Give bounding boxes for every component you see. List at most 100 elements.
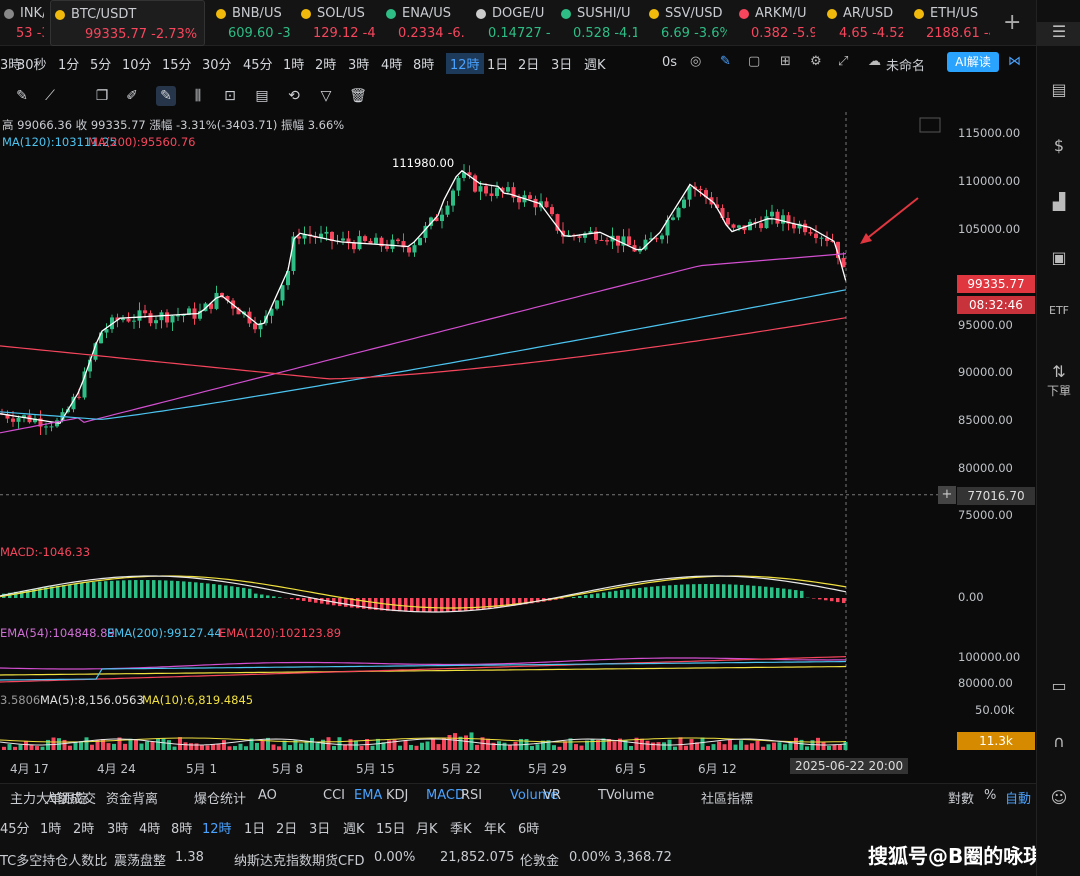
indicator-3[interactable]: 爆仓统计 [194, 792, 247, 807]
interval-10[interactable]: 週K [343, 822, 365, 837]
interval-11[interactable]: 15日 [376, 822, 406, 837]
symbol-tab-8[interactable]: ARKM/U 0.382 -5.9 [735, 0, 815, 46]
order-icon[interactable]: ⇅ [1052, 362, 1066, 381]
interval-12[interactable]: 月K [416, 822, 438, 837]
timeframe-16[interactable]: 3日 [551, 58, 573, 73]
timeframe-17[interactable]: 週K [584, 58, 606, 73]
symbol-tab-9[interactable]: AR/USD 4.65 -4.52 [823, 0, 903, 46]
symbol-tab-6[interactable]: SUSHI/U 0.528 -4.17 [557, 0, 637, 46]
timeframe-12[interactable]: 8時 [413, 58, 435, 73]
auto-toggle[interactable]: 自動 [1005, 792, 1032, 807]
interval-13[interactable]: 季K [450, 822, 472, 837]
indicator-11[interactable]: VR [543, 788, 561, 803]
indicator-1[interactable]: 大额成交 [44, 792, 97, 807]
coin-icon [4, 9, 14, 19]
timeframe-6[interactable]: 30分 [202, 58, 232, 73]
indicator-7[interactable]: KDJ [386, 788, 409, 803]
share-icon[interactable]: ⋈ [1008, 54, 1021, 69]
indicator-9[interactable]: RSI [461, 788, 483, 803]
timeframe-2[interactable]: 1分 [58, 58, 80, 73]
timeframe-8[interactable]: 1時 [283, 58, 305, 73]
ai-interpret-button[interactable]: AI解读 [947, 52, 999, 72]
interval-9[interactable]: 3日 [309, 822, 331, 837]
interval-6[interactable]: 12時 [202, 822, 232, 837]
log-scale-toggle[interactable]: 對數 [948, 792, 975, 807]
interval-14[interactable]: 年K [484, 822, 506, 837]
timeframe-9[interactable]: 2時 [315, 58, 337, 73]
timeframe-11[interactable]: 4時 [381, 58, 403, 73]
symbol-tab-4[interactable]: ENA/US 0.2334 -6.0 [382, 0, 464, 46]
macd-bar [530, 598, 534, 604]
indicator-10[interactable]: Volume [510, 788, 559, 803]
etf-icon[interactable]: ETF [1049, 304, 1069, 317]
robot-icon[interactable]: ☺ [1050, 788, 1068, 807]
symbol-tab-0[interactable]: INK/USDT 53 -3.0 [0, 0, 44, 46]
ruler-icon[interactable]: ⟋ [45, 88, 55, 104]
symbol-tab-1[interactable]: BTC/USDT 99335.77 -2.73% [50, 0, 205, 46]
indicator-0[interactable]: 主力大单跟踪 [10, 792, 89, 807]
symbol-tab-2[interactable]: BNB/US 609.60 -3.0 [212, 0, 290, 46]
indicator-13[interactable]: 社區指標 [701, 792, 754, 807]
timeframe-15[interactable]: 2日 [518, 58, 540, 73]
draw-line-icon[interactable]: ✎ [156, 86, 176, 106]
timeframe-14[interactable]: 1日 [487, 58, 509, 73]
add-tab-button[interactable]: + [1003, 10, 1022, 35]
interval-4[interactable]: 4時 [139, 822, 161, 837]
timeframe-1[interactable]: 30秒 [17, 58, 47, 73]
layout-icon[interactable]: ⊞ [780, 54, 791, 69]
filter-icon[interactable]: ▽ [320, 88, 332, 104]
gear-icon[interactable]: ⚙ [810, 54, 822, 69]
trash-icon[interactable]: 🗑 [349, 88, 367, 104]
copy-icon[interactable]: ❐ [95, 88, 109, 104]
menu-icon[interactable]: ☰ [1037, 22, 1080, 46]
document-icon[interactable]: ▤ [1051, 80, 1067, 99]
price-chart[interactable] [0, 112, 1036, 782]
timeframe-4[interactable]: 10分 [122, 58, 152, 73]
headset-icon[interactable]: ∩ [1053, 732, 1065, 751]
timeframe-3[interactable]: 5分 [90, 58, 112, 73]
interval-1[interactable]: 1時 [40, 822, 62, 837]
edit-icon[interactable]: ✎ [16, 88, 28, 104]
indicator-4[interactable]: AO [258, 788, 277, 803]
interval-8[interactable]: 2日 [276, 822, 298, 837]
symbol-tab-3[interactable]: SOL/US 129.12 -4.5 [297, 0, 375, 46]
panel-icon[interactable]: ▭ [1051, 676, 1067, 695]
indicator-2[interactable]: 资金背离 [106, 792, 159, 807]
add-alert-button[interactable]: + [938, 486, 956, 504]
interval-3[interactable]: 3時 [107, 822, 129, 837]
pen-icon[interactable]: ✎ [720, 54, 731, 69]
note-icon[interactable]: ▤ [255, 88, 269, 104]
indicator-6[interactable]: EMA [354, 788, 383, 803]
symbol-tab-7[interactable]: SSV/USD 6.69 -3.6% [645, 0, 727, 46]
timeframe-0[interactable]: 3時 [0, 58, 22, 73]
cloud-icon[interactable]: ☁ [868, 54, 881, 69]
brush-icon[interactable]: ✐ [126, 88, 138, 104]
symbol-tab-10[interactable]: ETH/US 2188.61 -4 [910, 0, 990, 46]
indicator-12[interactable]: TVolume [598, 788, 655, 803]
edit-box-icon[interactable]: ▢ [748, 54, 761, 69]
lock-icon[interactable]: ⊡ [224, 88, 236, 104]
fullscreen-icon[interactable]: ⤢ [838, 54, 849, 69]
indicator-8[interactable]: MACD [426, 788, 465, 803]
monitor-icon[interactable]: ▣ [1051, 248, 1067, 267]
interval-0[interactable]: 45分 [0, 822, 30, 837]
magnet-icon[interactable]: ⟲ [288, 88, 300, 104]
timeframe-5[interactable]: 15分 [162, 58, 192, 73]
layout-name[interactable]: 未命名 [886, 59, 926, 74]
interval-2[interactable]: 2時 [73, 822, 95, 837]
dollar-doc-icon[interactable]: $ [1053, 136, 1065, 155]
percent-toggle[interactable]: % [984, 788, 997, 803]
timeframe-13[interactable]: 12時 [446, 53, 484, 74]
interval-5[interactable]: 8時 [171, 822, 193, 837]
candle-icon[interactable]: ⫼ [194, 88, 202, 104]
zero-s-label[interactable]: 0s [662, 55, 678, 70]
interval-15[interactable]: 6時 [518, 822, 540, 837]
indicator-5[interactable]: CCI [323, 788, 345, 803]
timeframe-10[interactable]: 3時 [348, 58, 370, 73]
timeframe-7[interactable]: 45分 [243, 58, 273, 73]
symbol-tab-5[interactable]: DOGE/U 0.14727 -4 [472, 0, 550, 46]
camera-icon[interactable]: ◎ [690, 54, 702, 69]
bar-chart-icon[interactable]: ▟ [1052, 192, 1066, 211]
place-order-label[interactable]: 下單 [1046, 384, 1071, 398]
interval-7[interactable]: 1日 [244, 822, 266, 837]
